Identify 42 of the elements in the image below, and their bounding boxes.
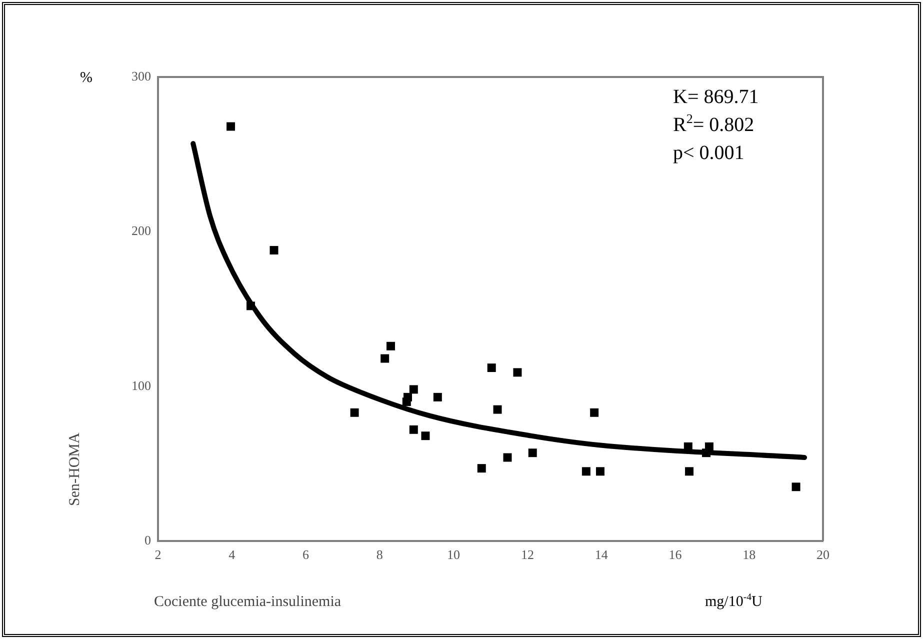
point bbox=[513, 368, 522, 377]
y-tick-label: 200 bbox=[132, 223, 151, 238]
point bbox=[409, 385, 418, 394]
point bbox=[402, 398, 411, 406]
y-tick-label: 100 bbox=[132, 378, 151, 393]
point bbox=[477, 464, 486, 473]
x-tick-label: 6 bbox=[302, 547, 310, 562]
x-tick-label: 8 bbox=[376, 547, 383, 562]
point bbox=[487, 364, 496, 372]
point bbox=[596, 467, 604, 476]
x-tick-label: 4 bbox=[228, 547, 236, 562]
point bbox=[421, 432, 430, 440]
point bbox=[503, 453, 512, 462]
point bbox=[409, 425, 418, 434]
x-tick-label: 10 bbox=[447, 547, 460, 562]
point bbox=[493, 405, 502, 414]
x-tick-label: 20 bbox=[816, 547, 830, 562]
x-tick-label: 12 bbox=[520, 547, 534, 562]
annotation: p< 0.001 bbox=[673, 142, 744, 164]
point bbox=[386, 342, 395, 350]
x-tick-label: 14 bbox=[594, 547, 608, 562]
x-tick-label: 18 bbox=[742, 547, 756, 562]
point bbox=[270, 246, 278, 254]
point bbox=[685, 467, 694, 476]
point bbox=[350, 408, 359, 417]
point bbox=[433, 392, 442, 402]
point bbox=[246, 302, 255, 310]
point bbox=[226, 122, 236, 131]
annotation: K= 869.71 bbox=[673, 86, 759, 108]
y-tick-label: 300 bbox=[132, 68, 151, 84]
x-axis-title: Cociente glucemia-insulinemia bbox=[154, 594, 342, 610]
point bbox=[590, 408, 599, 417]
text: % bbox=[80, 70, 92, 86]
x-tick-label: 2 bbox=[154, 547, 162, 562]
x-tick-label: 16 bbox=[668, 547, 682, 562]
point bbox=[792, 482, 800, 492]
point bbox=[702, 448, 710, 458]
y-tick-label: 0 bbox=[144, 532, 151, 548]
point bbox=[582, 467, 590, 476]
point bbox=[380, 354, 390, 363]
y-axis-title: Sen-HOMA bbox=[67, 432, 83, 506]
point bbox=[528, 448, 537, 458]
